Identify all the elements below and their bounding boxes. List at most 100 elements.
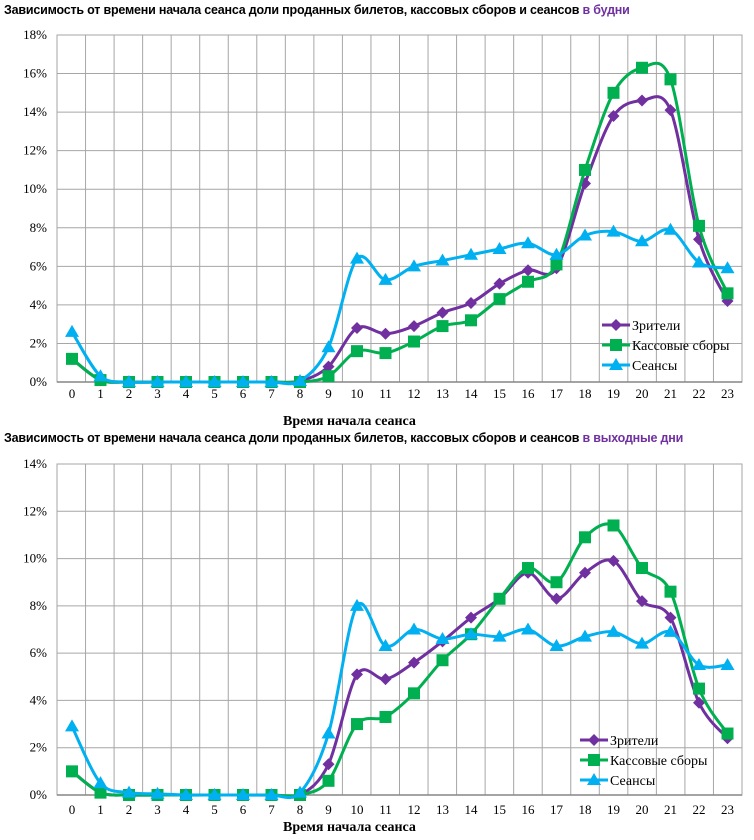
x-tick-label: 4 (183, 386, 190, 401)
data-point (66, 352, 78, 365)
data-point (493, 592, 506, 605)
x-tick-label: 20 (636, 386, 649, 401)
data-point (492, 629, 507, 642)
data-point (493, 293, 506, 306)
chart-2-title-text: Зависимость от времени начала сеанса дол… (4, 431, 580, 445)
x-tick-label: 22 (693, 386, 706, 401)
x-tick-label: 2 (126, 386, 133, 401)
data-point (66, 765, 78, 778)
data-point (465, 611, 477, 624)
y-tick-label: 18% (23, 27, 47, 42)
x-tick-label: 18 (579, 802, 592, 817)
y-tick-label: 12% (23, 143, 47, 158)
legend-marker (610, 319, 622, 331)
data-point (379, 327, 392, 340)
legend-marker (610, 339, 622, 351)
y-tick-label: 12% (23, 503, 47, 518)
y-tick-label: 2% (30, 740, 48, 755)
x-tick-label: 21 (664, 386, 677, 401)
x-tick-label: 12 (408, 802, 421, 817)
x-tick-label: 2 (126, 802, 133, 817)
data-point (378, 272, 393, 285)
legend-label: Кассовые сборы (610, 754, 708, 769)
legend-label: Сеансы (610, 774, 656, 789)
data-point (408, 687, 420, 700)
y-tick-label: 14% (23, 104, 47, 119)
series-3 (65, 598, 735, 800)
data-point (521, 622, 535, 635)
data-point (607, 109, 620, 122)
data-point (436, 654, 449, 667)
legend: Зрители Кассовые сборы Сеансы (602, 319, 730, 374)
x-tick-label: 14 (465, 386, 479, 401)
data-point (150, 786, 165, 799)
data-point (721, 287, 734, 300)
x-tick-label: 3 (154, 802, 161, 817)
data-point (636, 595, 648, 608)
data-point (207, 375, 222, 387)
data-point (350, 251, 364, 264)
data-point (578, 228, 592, 241)
data-point (94, 786, 107, 799)
data-point (636, 94, 648, 107)
data-point (635, 234, 649, 247)
data-point (549, 639, 564, 652)
data-point (607, 554, 620, 567)
y-tick-label: 4% (30, 692, 48, 707)
chart-2-title-highlight: в выходные дни (582, 431, 684, 445)
x-tick-label: 7 (268, 802, 275, 817)
x-tick-label: 8 (297, 802, 304, 817)
data-point (435, 253, 450, 266)
y-tick-label: 6% (30, 258, 48, 273)
data-point (293, 785, 307, 798)
x-tick-label: 19 (607, 386, 620, 401)
data-point (522, 275, 534, 288)
data-point (607, 519, 620, 532)
y-tick-label: 4% (30, 297, 48, 312)
data-point (579, 566, 591, 579)
data-point (93, 776, 108, 789)
legend-label: Кассовые сборы (632, 339, 730, 354)
data-point (465, 314, 477, 327)
data-point (521, 236, 535, 249)
data-point (636, 61, 648, 74)
x-tick-label: 13 (436, 386, 449, 401)
data-point (549, 247, 564, 260)
data-point (436, 306, 449, 319)
data-point (322, 360, 335, 373)
x-axis-title: Время начала сеанса (283, 820, 416, 835)
x-tick-label: 10 (351, 802, 364, 817)
data-point (578, 629, 592, 642)
x-tick-label: 12 (408, 386, 421, 401)
x-tick-label: 1 (97, 386, 104, 401)
x-tick-label: 7 (268, 386, 275, 401)
data-point (664, 585, 677, 598)
data-point (721, 727, 734, 740)
data-point (664, 104, 677, 117)
data-point (122, 785, 136, 798)
data-point (692, 255, 706, 268)
legend-label: Зрители (610, 734, 659, 749)
data-point (351, 345, 363, 358)
data-point (720, 657, 735, 670)
x-tick-label: 0 (69, 802, 76, 817)
x-tick-label: 17 (550, 386, 564, 401)
x-tick-label: 21 (664, 802, 677, 817)
data-point (663, 222, 678, 235)
data-point (322, 370, 335, 383)
data-point (692, 657, 706, 670)
y-tick-label: 6% (30, 645, 48, 660)
legend-label: Зрители (632, 319, 681, 334)
data-point (321, 340, 336, 353)
x-tick-label: 15 (493, 802, 506, 817)
data-point (522, 264, 534, 277)
x-tick-label: 13 (436, 802, 449, 817)
data-point (720, 261, 735, 274)
x-tick-label: 9 (325, 802, 332, 817)
y-tick-label: 2% (30, 335, 48, 350)
data-point (322, 774, 335, 787)
y-tick-label: 16% (23, 66, 47, 81)
chart-1-title-text: Зависимость от времени начала сеанса дол… (4, 3, 580, 17)
data-point (550, 576, 563, 589)
